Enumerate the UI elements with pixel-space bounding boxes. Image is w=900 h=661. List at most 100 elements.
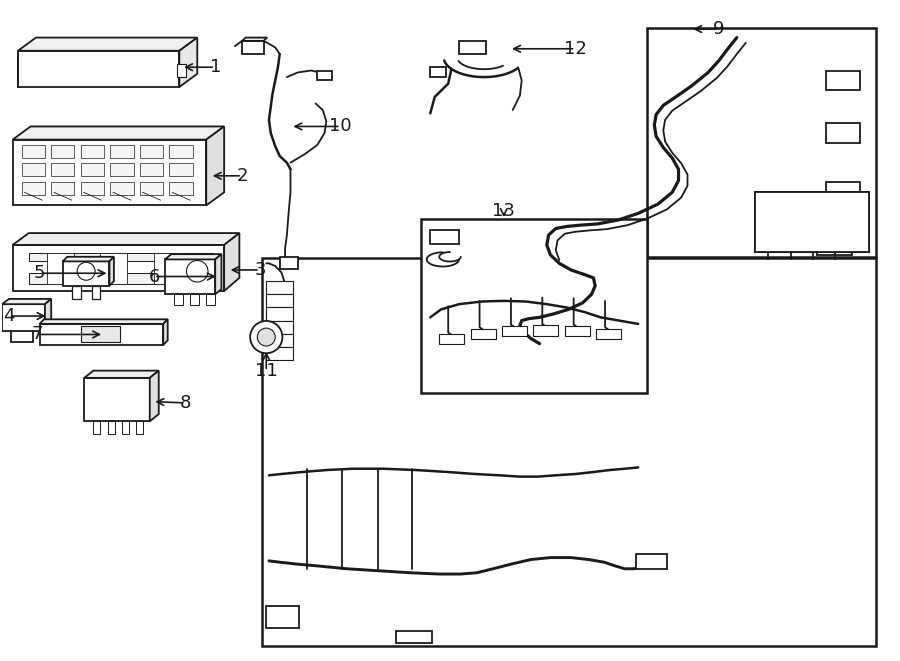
Polygon shape — [63, 261, 110, 286]
Polygon shape — [51, 145, 75, 158]
Polygon shape — [81, 182, 104, 195]
Polygon shape — [224, 233, 239, 291]
Polygon shape — [29, 273, 212, 284]
Polygon shape — [22, 182, 45, 195]
Polygon shape — [421, 219, 647, 393]
Polygon shape — [430, 67, 446, 77]
Polygon shape — [22, 163, 45, 176]
Polygon shape — [174, 294, 183, 305]
Polygon shape — [72, 286, 81, 299]
Polygon shape — [636, 555, 667, 568]
Text: 2: 2 — [237, 167, 248, 185]
Text: 1: 1 — [210, 58, 220, 76]
Polygon shape — [169, 163, 193, 176]
Polygon shape — [149, 371, 158, 421]
Polygon shape — [81, 326, 121, 342]
Polygon shape — [22, 145, 45, 158]
Polygon shape — [40, 324, 163, 345]
Polygon shape — [206, 294, 215, 305]
Polygon shape — [2, 304, 45, 330]
Circle shape — [257, 328, 275, 346]
Polygon shape — [266, 334, 293, 347]
Polygon shape — [459, 41, 486, 54]
Text: 10: 10 — [329, 118, 352, 136]
Polygon shape — [81, 145, 104, 158]
Polygon shape — [596, 329, 621, 339]
Polygon shape — [266, 281, 293, 294]
Polygon shape — [176, 64, 185, 77]
Polygon shape — [101, 253, 128, 284]
Circle shape — [46, 327, 62, 342]
Polygon shape — [111, 163, 133, 176]
Polygon shape — [165, 254, 221, 259]
Polygon shape — [318, 71, 332, 81]
Circle shape — [77, 262, 95, 280]
Polygon shape — [108, 421, 115, 434]
Polygon shape — [502, 326, 527, 336]
Polygon shape — [85, 378, 149, 421]
Polygon shape — [169, 182, 193, 195]
Polygon shape — [564, 326, 590, 336]
Polygon shape — [262, 258, 876, 646]
Polygon shape — [165, 259, 215, 294]
Polygon shape — [826, 182, 860, 202]
Polygon shape — [755, 192, 869, 252]
Polygon shape — [266, 307, 293, 321]
Polygon shape — [534, 325, 558, 336]
Text: 7: 7 — [32, 325, 43, 344]
Circle shape — [186, 260, 208, 282]
Polygon shape — [242, 38, 267, 41]
Polygon shape — [266, 605, 300, 628]
Text: 4: 4 — [4, 307, 14, 325]
Text: 12: 12 — [564, 40, 587, 58]
Polygon shape — [13, 245, 224, 291]
Polygon shape — [179, 38, 197, 87]
Text: 13: 13 — [492, 202, 515, 219]
Polygon shape — [13, 139, 206, 206]
Polygon shape — [94, 421, 101, 434]
Polygon shape — [190, 294, 199, 305]
Polygon shape — [18, 38, 197, 51]
Polygon shape — [47, 253, 74, 284]
Polygon shape — [430, 231, 459, 244]
Polygon shape — [817, 235, 851, 254]
Polygon shape — [647, 28, 876, 256]
Polygon shape — [13, 126, 224, 139]
Polygon shape — [136, 421, 143, 434]
Polygon shape — [110, 256, 114, 286]
Polygon shape — [40, 319, 167, 324]
Polygon shape — [81, 163, 104, 176]
Polygon shape — [13, 233, 239, 245]
Polygon shape — [266, 294, 293, 307]
Polygon shape — [154, 253, 181, 284]
Polygon shape — [471, 329, 496, 339]
Text: 11: 11 — [255, 362, 278, 380]
Polygon shape — [85, 371, 158, 378]
Polygon shape — [242, 41, 264, 54]
Polygon shape — [111, 145, 133, 158]
Polygon shape — [280, 256, 298, 268]
Text: 9: 9 — [713, 20, 725, 38]
Polygon shape — [63, 256, 114, 261]
Polygon shape — [2, 299, 51, 304]
Circle shape — [140, 327, 157, 342]
Circle shape — [250, 321, 283, 353]
Polygon shape — [826, 71, 860, 91]
Polygon shape — [755, 192, 869, 252]
Polygon shape — [140, 145, 163, 158]
Polygon shape — [140, 182, 163, 195]
Polygon shape — [29, 253, 212, 261]
Polygon shape — [396, 631, 432, 643]
Text: 6: 6 — [148, 268, 160, 286]
Polygon shape — [163, 319, 167, 345]
Polygon shape — [92, 286, 101, 299]
Polygon shape — [215, 254, 221, 294]
Text: 5: 5 — [34, 264, 45, 282]
Text: 3: 3 — [255, 261, 266, 279]
Polygon shape — [266, 347, 293, 360]
Polygon shape — [122, 421, 130, 434]
Polygon shape — [140, 163, 163, 176]
Polygon shape — [51, 182, 75, 195]
Polygon shape — [439, 334, 464, 344]
Polygon shape — [111, 182, 133, 195]
